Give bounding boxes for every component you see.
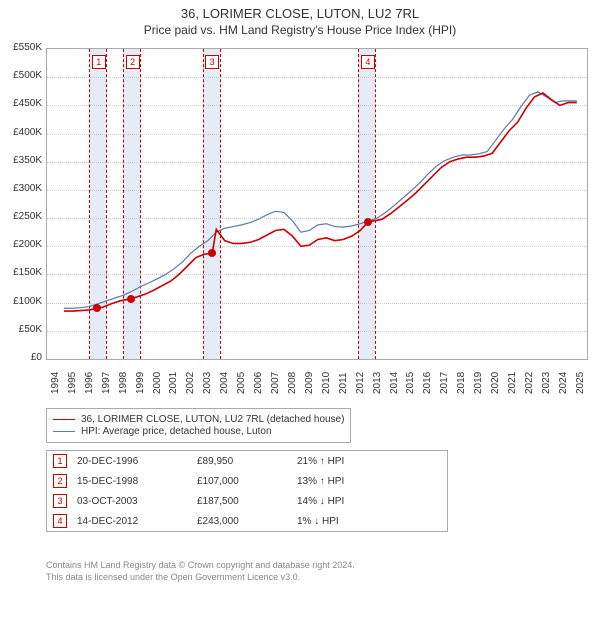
chart-plot-area: 1234: [46, 48, 588, 360]
y-axis-label: £350K: [6, 155, 42, 166]
x-axis-label: 2025: [575, 380, 586, 394]
x-axis-label: 2021: [507, 380, 518, 394]
row-delta: 21% ↑ HPI: [297, 456, 441, 467]
row-date: 14-DEC-2012: [77, 516, 187, 527]
x-axis-label: 2009: [304, 380, 315, 394]
series-line: [64, 92, 577, 308]
x-axis-label: 2004: [219, 380, 230, 394]
x-axis-label: 2008: [287, 380, 298, 394]
x-axis-label: 2014: [389, 380, 400, 394]
x-axis-label: 1998: [118, 380, 129, 394]
x-axis-label: 2022: [524, 380, 535, 394]
x-axis-label: 2003: [202, 380, 213, 394]
x-axis-label: 2018: [456, 380, 467, 394]
series-line: [64, 93, 577, 311]
footer-line: Contains HM Land Registry data © Crown c…: [46, 560, 355, 572]
x-axis-label: 1996: [84, 380, 95, 394]
row-delta: 14% ↓ HPI: [297, 496, 441, 507]
x-axis-label: 2000: [152, 380, 163, 394]
chart-lines: [47, 49, 587, 359]
y-axis-label: £200K: [6, 239, 42, 250]
table-row: 3 03-OCT-2003 £187,500 14% ↓ HPI: [47, 491, 447, 511]
x-axis-label: 2005: [236, 380, 247, 394]
x-axis-label: 2016: [422, 380, 433, 394]
y-axis-label: £550K: [6, 42, 42, 53]
row-marker: 3: [53, 494, 67, 508]
y-axis-label: £0: [6, 352, 42, 363]
sale-point: [364, 218, 372, 226]
y-axis-label: £100K: [6, 296, 42, 307]
row-price: £243,000: [197, 516, 287, 527]
x-axis-label: 2001: [168, 380, 179, 394]
x-axis-label: 2023: [541, 380, 552, 394]
legend-label: HPI: Average price, detached house, Luto…: [81, 426, 272, 437]
x-axis-label: 2019: [473, 380, 484, 394]
x-axis-label: 2012: [355, 380, 366, 394]
x-axis-label: 1995: [67, 380, 78, 394]
chart-subtitle: Price paid vs. HM Land Registry's House …: [0, 21, 600, 37]
chart-legend: 36, LORIMER CLOSE, LUTON, LU2 7RL (detac…: [46, 408, 351, 443]
legend-row: 36, LORIMER CLOSE, LUTON, LU2 7RL (detac…: [53, 414, 344, 425]
x-axis-label: 1999: [135, 380, 146, 394]
legend-row: HPI: Average price, detached house, Luto…: [53, 426, 344, 437]
y-axis-label: £500K: [6, 70, 42, 81]
table-row: 4 14-DEC-2012 £243,000 1% ↓ HPI: [47, 511, 447, 531]
table-row: 1 20-DEC-1996 £89,950 21% ↑ HPI: [47, 451, 447, 471]
row-marker: 2: [53, 474, 67, 488]
y-axis-label: £300K: [6, 183, 42, 194]
x-axis-label: 2015: [405, 380, 416, 394]
row-price: £107,000: [197, 476, 287, 487]
y-axis-label: £250K: [6, 211, 42, 222]
row-delta: 1% ↓ HPI: [297, 516, 441, 527]
x-axis-label: 2013: [372, 380, 383, 394]
table-row: 2 15-DEC-1998 £107,000 13% ↑ HPI: [47, 471, 447, 491]
sale-point: [93, 304, 101, 312]
row-price: £89,950: [197, 456, 287, 467]
y-axis-label: £400K: [6, 127, 42, 138]
row-date: 03-OCT-2003: [77, 496, 187, 507]
sale-point: [127, 295, 135, 303]
legend-label: 36, LORIMER CLOSE, LUTON, LU2 7RL (detac…: [81, 414, 344, 425]
y-axis-label: £150K: [6, 267, 42, 278]
x-axis-label: 2007: [270, 380, 281, 394]
y-axis-label: £450K: [6, 98, 42, 109]
footer-line: This data is licensed under the Open Gov…: [46, 572, 355, 584]
sale-point: [208, 249, 216, 257]
sales-table: 1 20-DEC-1996 £89,950 21% ↑ HPI 2 15-DEC-1998…: [46, 450, 448, 532]
footer-attribution: Contains HM Land Registry data © Crown c…: [46, 560, 355, 583]
y-axis-label: £50K: [6, 324, 42, 335]
row-price: £187,500: [197, 496, 287, 507]
row-date: 15-DEC-1998: [77, 476, 187, 487]
row-marker: 4: [53, 514, 67, 528]
x-axis-label: 2024: [558, 380, 569, 394]
x-axis-label: 1994: [50, 380, 61, 394]
x-axis-label: 2020: [490, 380, 501, 394]
row-date: 20-DEC-1996: [77, 456, 187, 467]
chart-title: 36, LORIMER CLOSE, LUTON, LU2 7RL: [0, 0, 600, 21]
x-axis-label: 1997: [101, 380, 112, 394]
x-axis-label: 2010: [321, 380, 332, 394]
legend-swatch: [53, 431, 75, 432]
row-marker: 1: [53, 454, 67, 468]
x-axis-label: 2011: [338, 380, 349, 394]
legend-swatch: [53, 419, 75, 420]
x-axis-label: 2017: [439, 380, 450, 394]
x-axis-label: 2002: [185, 380, 196, 394]
x-axis-label: 2006: [253, 380, 264, 394]
row-delta: 13% ↑ HPI: [297, 476, 441, 487]
